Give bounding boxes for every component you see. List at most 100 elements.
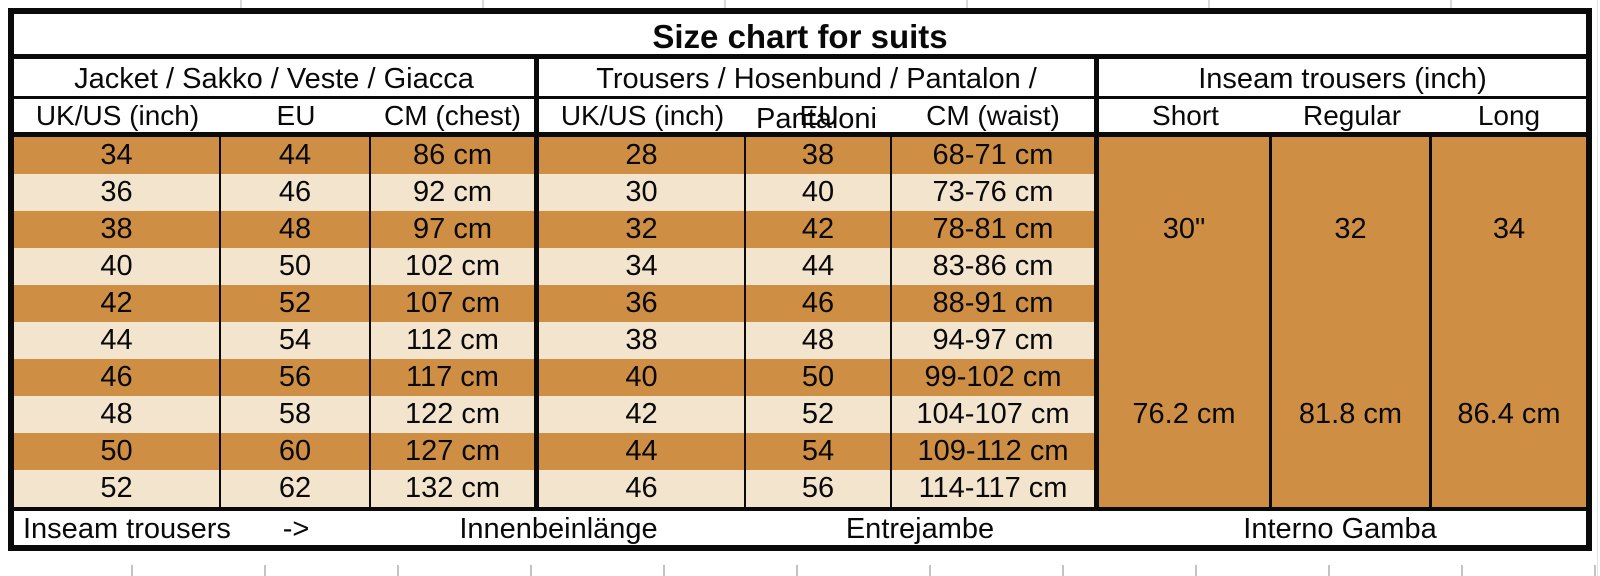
table-cell: 28	[539, 137, 746, 174]
table-cell: 117 cm	[371, 359, 534, 396]
table-cell: 127 cm	[371, 433, 534, 470]
inseam-col-regular: Regular	[1302, 100, 1402, 131]
table-cell: 86 cm	[371, 137, 534, 174]
footer-translation-french: Entrejambe	[845, 513, 995, 545]
inseam-column-headers: Short Regular Long	[1099, 99, 1586, 132]
spreadsheet-gridline-stub-right	[1597, 0, 1598, 576]
table-header-band: Jacket / Sakko / Veste / Giacca UK/US (i…	[14, 59, 1586, 137]
inseam-data-grid: 30" 32 34 76.2 cm 81.8 cm 86.4 cm	[1099, 137, 1586, 507]
jacket-col-ukus: UK/US (inch)	[35, 100, 200, 131]
table-cell: 122 cm	[371, 396, 534, 433]
table-cell: 46	[14, 359, 221, 396]
footer-translation-german: Innenbeinlänge	[459, 513, 658, 545]
jacket-column-headers: UK/US (inch) EU CM (chest)	[14, 99, 534, 132]
table-cell: 114-117 cm	[892, 470, 1094, 507]
table-cell: 42	[746, 211, 892, 248]
inseam-merged-cell: 81.8 cm	[1272, 322, 1432, 507]
table-data-band: 34 44 86 cm 36 46 92 cm 38 48 97 cm 40 50 102 cm 42 5…	[14, 137, 1586, 507]
footer-translation-italian: Interno Gamba	[1243, 513, 1437, 545]
inseam-merged-cell: 30"	[1099, 137, 1272, 322]
table-cell: 54	[221, 322, 371, 359]
table-cell: 102 cm	[371, 248, 534, 285]
table-cell: 54	[746, 433, 892, 470]
table-cell: 40	[539, 359, 746, 396]
table-cell: 50	[221, 248, 371, 285]
inseam-merged-cell: 76.2 cm	[1099, 322, 1272, 507]
trousers-section-title: Trousers / Hosenbund / Pantalon / Pantal…	[539, 59, 1094, 135]
table-cell: 52	[221, 285, 371, 322]
page-title: Size chart for suits	[14, 14, 1586, 59]
table-cell: 83-86 cm	[892, 248, 1094, 285]
table-cell: 62	[221, 470, 371, 507]
jacket-col-eu: EU	[276, 100, 316, 131]
table-cell: 44	[221, 137, 371, 174]
table-cell: 48	[221, 211, 371, 248]
size-chart-table: Size chart for suits Jacket / Sakko / Ve…	[8, 8, 1592, 551]
table-cell: 34	[539, 248, 746, 285]
trousers-col-ukus: UK/US (inch)	[560, 100, 725, 131]
footer-inseam-label: Inseam trousers	[23, 513, 231, 545]
table-cell: 42	[539, 396, 746, 433]
trousers-col-eu: EU	[799, 100, 839, 131]
footer-arrow: ->	[282, 513, 310, 545]
table-cell: 44	[539, 433, 746, 470]
trousers-col-cm: CM (waist)	[926, 100, 1060, 131]
table-cell: 36	[14, 174, 221, 211]
table-cell: 56	[746, 470, 892, 507]
table-footer-row: Inseam trousers -> Innenbeinlänge Entrej…	[14, 507, 1586, 545]
table-cell: 38	[746, 137, 892, 174]
table-cell: 36	[539, 285, 746, 322]
table-cell: 99-102 cm	[892, 359, 1094, 396]
table-cell: 50	[746, 359, 892, 396]
table-cell: 38	[14, 211, 221, 248]
table-cell: 109-112 cm	[892, 433, 1094, 470]
table-cell: 48	[14, 396, 221, 433]
inseam-merged-cell: 86.4 cm	[1432, 322, 1586, 507]
jacket-data-grid: 34 44 86 cm 36 46 92 cm 38 48 97 cm 40 50 102 cm 42 5…	[14, 137, 539, 507]
table-cell: 94-97 cm	[892, 322, 1094, 359]
table-cell: 68-71 cm	[892, 137, 1094, 174]
inseam-section-title: Inseam trousers (inch)	[1099, 59, 1586, 99]
inseam-col-long: Long	[1477, 100, 1541, 131]
trousers-column-headers: UK/US (inch) EU CM (waist)	[539, 99, 1094, 132]
inseam-merged-cell: 34	[1432, 137, 1586, 322]
table-cell: 88-91 cm	[892, 285, 1094, 322]
inseam-section-header: Inseam trousers (inch) Short Regular Lon…	[1099, 59, 1586, 132]
table-cell: 48	[746, 322, 892, 359]
spreadsheet-gridline-stubs-top	[0, 0, 1600, 8]
table-cell: 132 cm	[371, 470, 534, 507]
table-cell: 107 cm	[371, 285, 534, 322]
table-cell: 52	[14, 470, 221, 507]
table-cell: 34	[14, 137, 221, 174]
inseam-merged-cell: 32	[1272, 137, 1432, 322]
jacket-section-header: Jacket / Sakko / Veste / Giacca UK/US (i…	[14, 59, 539, 132]
spreadsheet-gridline-stubs-bottom	[0, 565, 1600, 576]
table-cell: 78-81 cm	[892, 211, 1094, 248]
table-cell: 50	[14, 433, 221, 470]
trousers-section-header: Trousers / Hosenbund / Pantalon / Pantal…	[539, 59, 1099, 135]
inseam-col-short: Short	[1152, 100, 1219, 131]
trousers-data-grid: 28 38 68-71 cm 30 40 73-76 cm 32 42 78-81 cm 34 44…	[539, 137, 1099, 507]
table-cell: 46	[746, 285, 892, 322]
table-cell: 60	[221, 433, 371, 470]
table-cell: 52	[746, 396, 892, 433]
table-cell: 30	[539, 174, 746, 211]
table-cell: 42	[14, 285, 221, 322]
table-cell: 40	[14, 248, 221, 285]
table-cell: 46	[221, 174, 371, 211]
table-cell: 44	[14, 322, 221, 359]
table-cell: 97 cm	[371, 211, 534, 248]
jacket-section-title: Jacket / Sakko / Veste / Giacca	[14, 59, 534, 99]
table-cell: 44	[746, 248, 892, 285]
jacket-col-cm: CM (chest)	[384, 100, 521, 131]
table-cell: 40	[746, 174, 892, 211]
table-cell: 58	[221, 396, 371, 433]
table-cell: 56	[221, 359, 371, 396]
table-cell: 32	[539, 211, 746, 248]
table-cell: 38	[539, 322, 746, 359]
table-cell: 46	[539, 470, 746, 507]
table-cell: 112 cm	[371, 322, 534, 359]
table-cell: 73-76 cm	[892, 174, 1094, 211]
table-cell: 92 cm	[371, 174, 534, 211]
